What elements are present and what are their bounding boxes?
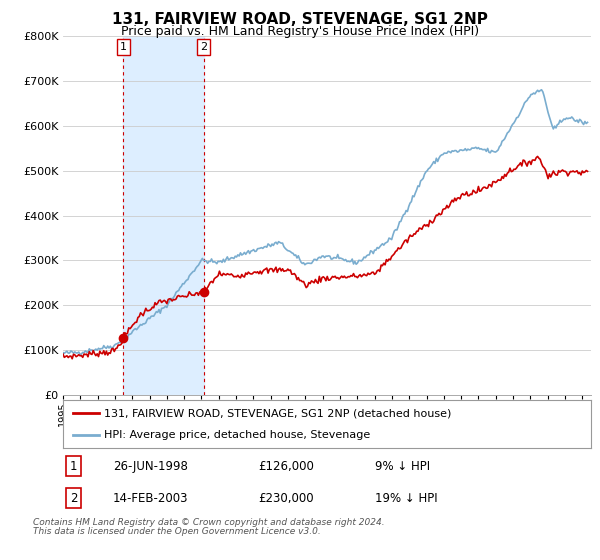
Text: £230,000: £230,000 bbox=[259, 492, 314, 505]
Text: 2: 2 bbox=[200, 42, 207, 52]
Text: 1: 1 bbox=[70, 460, 77, 473]
Text: 2: 2 bbox=[70, 492, 77, 505]
Text: 19% ↓ HPI: 19% ↓ HPI bbox=[374, 492, 437, 505]
Text: This data is licensed under the Open Government Licence v3.0.: This data is licensed under the Open Gov… bbox=[33, 528, 321, 536]
Text: 131, FAIRVIEW ROAD, STEVENAGE, SG1 2NP: 131, FAIRVIEW ROAD, STEVENAGE, SG1 2NP bbox=[112, 12, 488, 27]
Text: £126,000: £126,000 bbox=[259, 460, 314, 473]
Text: 9% ↓ HPI: 9% ↓ HPI bbox=[374, 460, 430, 473]
Text: HPI: Average price, detached house, Stevenage: HPI: Average price, detached house, Stev… bbox=[104, 430, 370, 440]
Text: 26-JUN-1998: 26-JUN-1998 bbox=[113, 460, 188, 473]
Text: 131, FAIRVIEW ROAD, STEVENAGE, SG1 2NP (detached house): 131, FAIRVIEW ROAD, STEVENAGE, SG1 2NP (… bbox=[104, 408, 452, 418]
Text: 1: 1 bbox=[120, 42, 127, 52]
Bar bbox=[123, 36, 203, 395]
Text: 14-FEB-2003: 14-FEB-2003 bbox=[113, 492, 188, 505]
Text: Price paid vs. HM Land Registry's House Price Index (HPI): Price paid vs. HM Land Registry's House … bbox=[121, 25, 479, 38]
Text: Contains HM Land Registry data © Crown copyright and database right 2024.: Contains HM Land Registry data © Crown c… bbox=[33, 519, 385, 528]
